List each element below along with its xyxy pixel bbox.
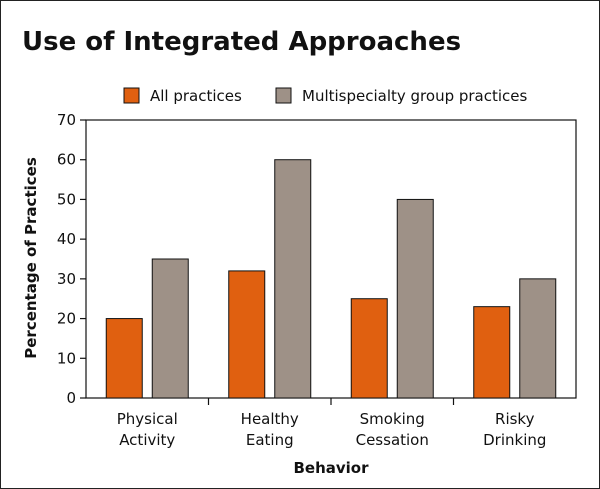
y-tick-label: 60 [57,151,76,169]
y-tick-label: 40 [57,230,76,248]
legend: All practices Multispecialty group practi… [123,87,528,105]
y-tick-label: 30 [57,270,76,288]
x-tick-label: Eating [246,431,294,449]
legend-swatch [275,87,292,104]
y-axis-title: Percentage of Practices [22,157,40,359]
x-tick-label: Cessation [356,431,429,449]
y-tick-label: 50 [57,190,76,208]
bar-all-practices-1 [228,270,266,399]
y-tick-label: 20 [57,310,76,328]
y-tick-label: 70 [57,111,76,129]
y-tick-label: 0 [66,389,76,407]
x-axis: Physical Activity Healthy Eating Smoking Cess… [117,398,546,449]
x-tick-label: Healthy [241,410,299,428]
x-tick-label: Risky [495,410,535,428]
bar-all-practices-3 [473,306,511,399]
bar-multispecialty-1 [274,159,312,399]
chart-title: Use of Integrated Approaches [22,27,461,57]
bar-multispecialty-0 [151,258,189,399]
plot-area [85,119,577,399]
x-tick-label: Smoking [360,410,425,428]
bar-all-practices-2 [350,298,388,399]
x-tick-label: Activity [119,431,175,449]
bar-multispecialty-2 [396,198,434,399]
x-tick-label: Physical [117,410,178,428]
y-axis: 0 10 20 30 40 50 60 70 [57,111,86,407]
bar-multispecialty-3 [519,278,557,399]
x-axis-title: Behavior [293,459,369,477]
legend-label: All practices [150,87,242,105]
y-tick-label: 10 [57,349,76,367]
legend-label: Multispecialty group practices [302,87,528,105]
legend-swatch [123,87,140,104]
bar-all-practices-0 [105,318,143,399]
x-tick-label: Drinking [483,431,546,449]
